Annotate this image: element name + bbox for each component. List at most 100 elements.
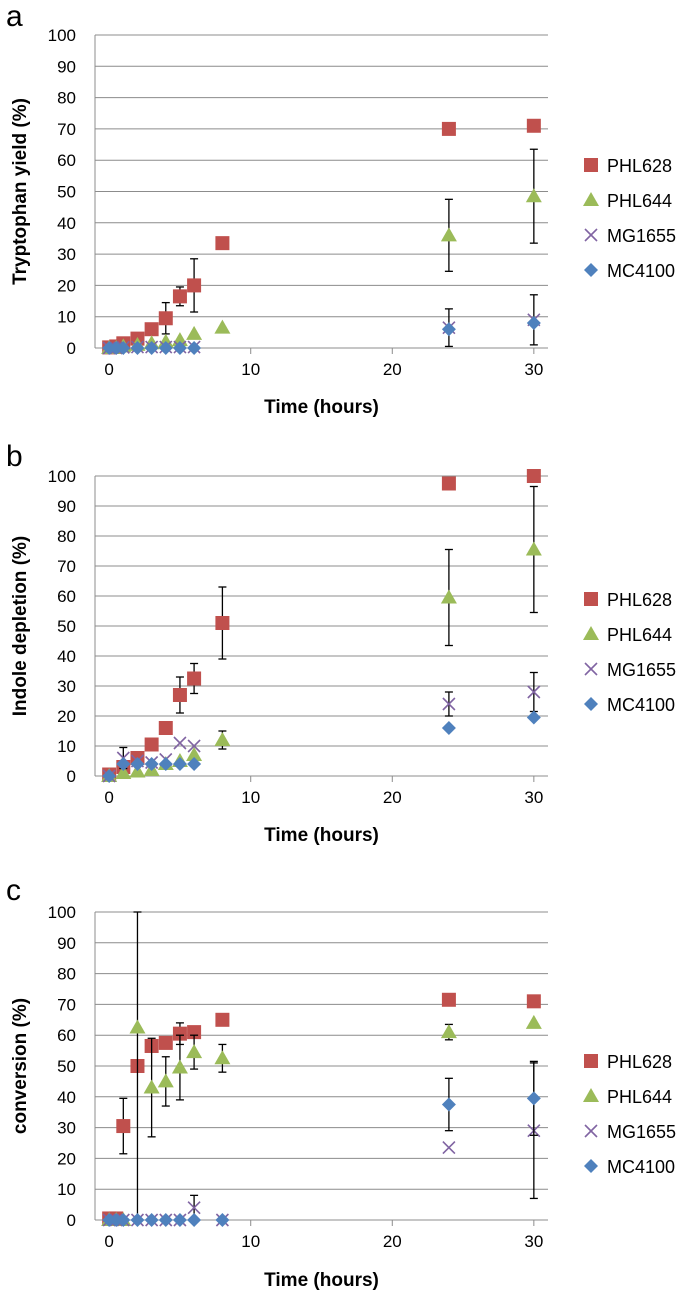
y-tick-label: 10 (57, 737, 76, 756)
data-point (172, 1213, 187, 1227)
data-point (214, 1050, 231, 1065)
data-point (442, 697, 456, 711)
x-tick-label: 20 (383, 788, 402, 807)
data-point (109, 1213, 124, 1227)
data-point (130, 757, 145, 771)
y-tick-label: 20 (57, 707, 76, 726)
series-mc4100 (102, 1060, 541, 1227)
y-tick-label: 100 (48, 903, 76, 922)
data-point (172, 688, 187, 702)
data-point (187, 671, 202, 686)
data-point (187, 1213, 202, 1227)
legend-marker-phl644 (583, 192, 599, 206)
y-tick-label: 100 (48, 467, 76, 486)
data-point (158, 757, 173, 771)
data-point (215, 616, 230, 630)
y-tick-label: 90 (57, 497, 76, 516)
x-axis-label: Time (hours) (264, 1270, 379, 1291)
y-tick-label: 30 (57, 677, 76, 696)
data-point (215, 1012, 230, 1027)
data-point (187, 341, 202, 355)
data-point (158, 1213, 173, 1227)
conversion-chart: c 0 10 20 30 40 50 60 70 80 90 100 0 10 20 30 Time (hour… (6, 874, 676, 1291)
data-point (116, 1119, 131, 1134)
data-point (173, 736, 187, 750)
y-axis-label: Indole depletion (%) (10, 536, 31, 717)
legend: PHL628 PHL644 MG1655 MC4100 (583, 590, 676, 715)
legend-marker-mg1655 (584, 662, 598, 676)
x-tick-label: 10 (241, 360, 260, 379)
data-point (158, 1035, 173, 1050)
legend-marker-phl628 (584, 1054, 598, 1068)
data-point (441, 1097, 456, 1112)
legend-marker-mg1655 (584, 228, 598, 242)
indole-depletion-chart: b 0 10 20 30 40 50 60 70 80 90 100 0 10 20 30 Time (hour… (6, 440, 676, 846)
data-point (109, 341, 124, 355)
data-point (526, 118, 541, 133)
data-point (144, 322, 159, 337)
plot-area (101, 118, 542, 355)
y-tick-label: 50 (57, 183, 76, 202)
series-phl628 (102, 118, 541, 355)
data-point (215, 1213, 230, 1227)
data-point (440, 589, 457, 604)
data-point (115, 765, 132, 779)
legend-label: PHL628 (607, 1052, 672, 1072)
chart-panel-a: a 0 10 20 30 40 50 60 70 80 90 100 0 10 20 30 Time (hour… (0, 0, 685, 430)
data-point (526, 994, 541, 1009)
data-point (144, 341, 159, 355)
data-point (129, 1019, 146, 1034)
series-mc4100 (102, 315, 541, 355)
y-tick-label: 40 (57, 1088, 76, 1107)
data-point (527, 685, 541, 699)
series-phl628 (102, 469, 541, 782)
legend-marker-mg1655 (584, 1124, 598, 1138)
y-tick-label: 40 (57, 214, 76, 233)
legend-label: MC4100 (607, 261, 675, 281)
y-tick-label: 20 (57, 1149, 76, 1168)
data-point (215, 236, 230, 251)
data-point (525, 188, 542, 203)
data-point (102, 769, 117, 783)
x-tick-label: 0 (104, 788, 113, 807)
data-point (130, 1213, 145, 1227)
y-tick-label: 30 (57, 1119, 76, 1138)
data-point (441, 476, 456, 491)
data-point (525, 1014, 542, 1029)
y-tick-label: 60 (57, 587, 76, 606)
data-point (214, 732, 231, 746)
y-tick-label: 10 (57, 308, 76, 327)
x-tick-label: 30 (524, 1232, 543, 1251)
x-tick-label: 30 (524, 788, 543, 807)
data-point (116, 341, 131, 355)
legend-marker-mc4100 (584, 697, 598, 711)
y-tick-label: 80 (57, 965, 76, 984)
panel-label: a (6, 0, 23, 33)
legend-marker-mc4100 (584, 1159, 598, 1173)
series-phl628 (102, 992, 541, 1226)
y-tick-label: 90 (57, 934, 76, 953)
legend-label: MG1655 (607, 226, 676, 246)
x-tick-label: 0 (104, 360, 113, 379)
data-point (158, 311, 173, 326)
y-tick-label: 70 (57, 995, 76, 1014)
legend-marker-phl628 (584, 592, 598, 606)
panel-label: c (6, 874, 21, 907)
x-tick-label: 10 (241, 1232, 260, 1251)
y-tick-label: 80 (57, 89, 76, 108)
data-point (526, 710, 541, 725)
legend-marker-phl644 (583, 1088, 599, 1102)
data-point (441, 992, 456, 1007)
data-point (144, 1213, 159, 1227)
data-point (157, 1073, 174, 1088)
chart-panel-b: b 0 10 20 30 40 50 60 70 80 90 100 0 10 20 30 Time (hour… (0, 430, 685, 862)
y-axis-label: conversion (%) (10, 998, 31, 1134)
tryptophan-yield-chart: a 0 10 20 30 40 50 60 70 80 90 100 0 10 20 30 Time (hour… (6, 0, 676, 418)
data-point (525, 541, 542, 556)
series-phl644 (101, 911, 542, 1226)
data-point (102, 1213, 117, 1227)
legend-label: PHL628 (607, 156, 672, 176)
data-point (187, 278, 202, 293)
data-point (172, 289, 187, 304)
y-tick-label: 0 (67, 1211, 76, 1230)
